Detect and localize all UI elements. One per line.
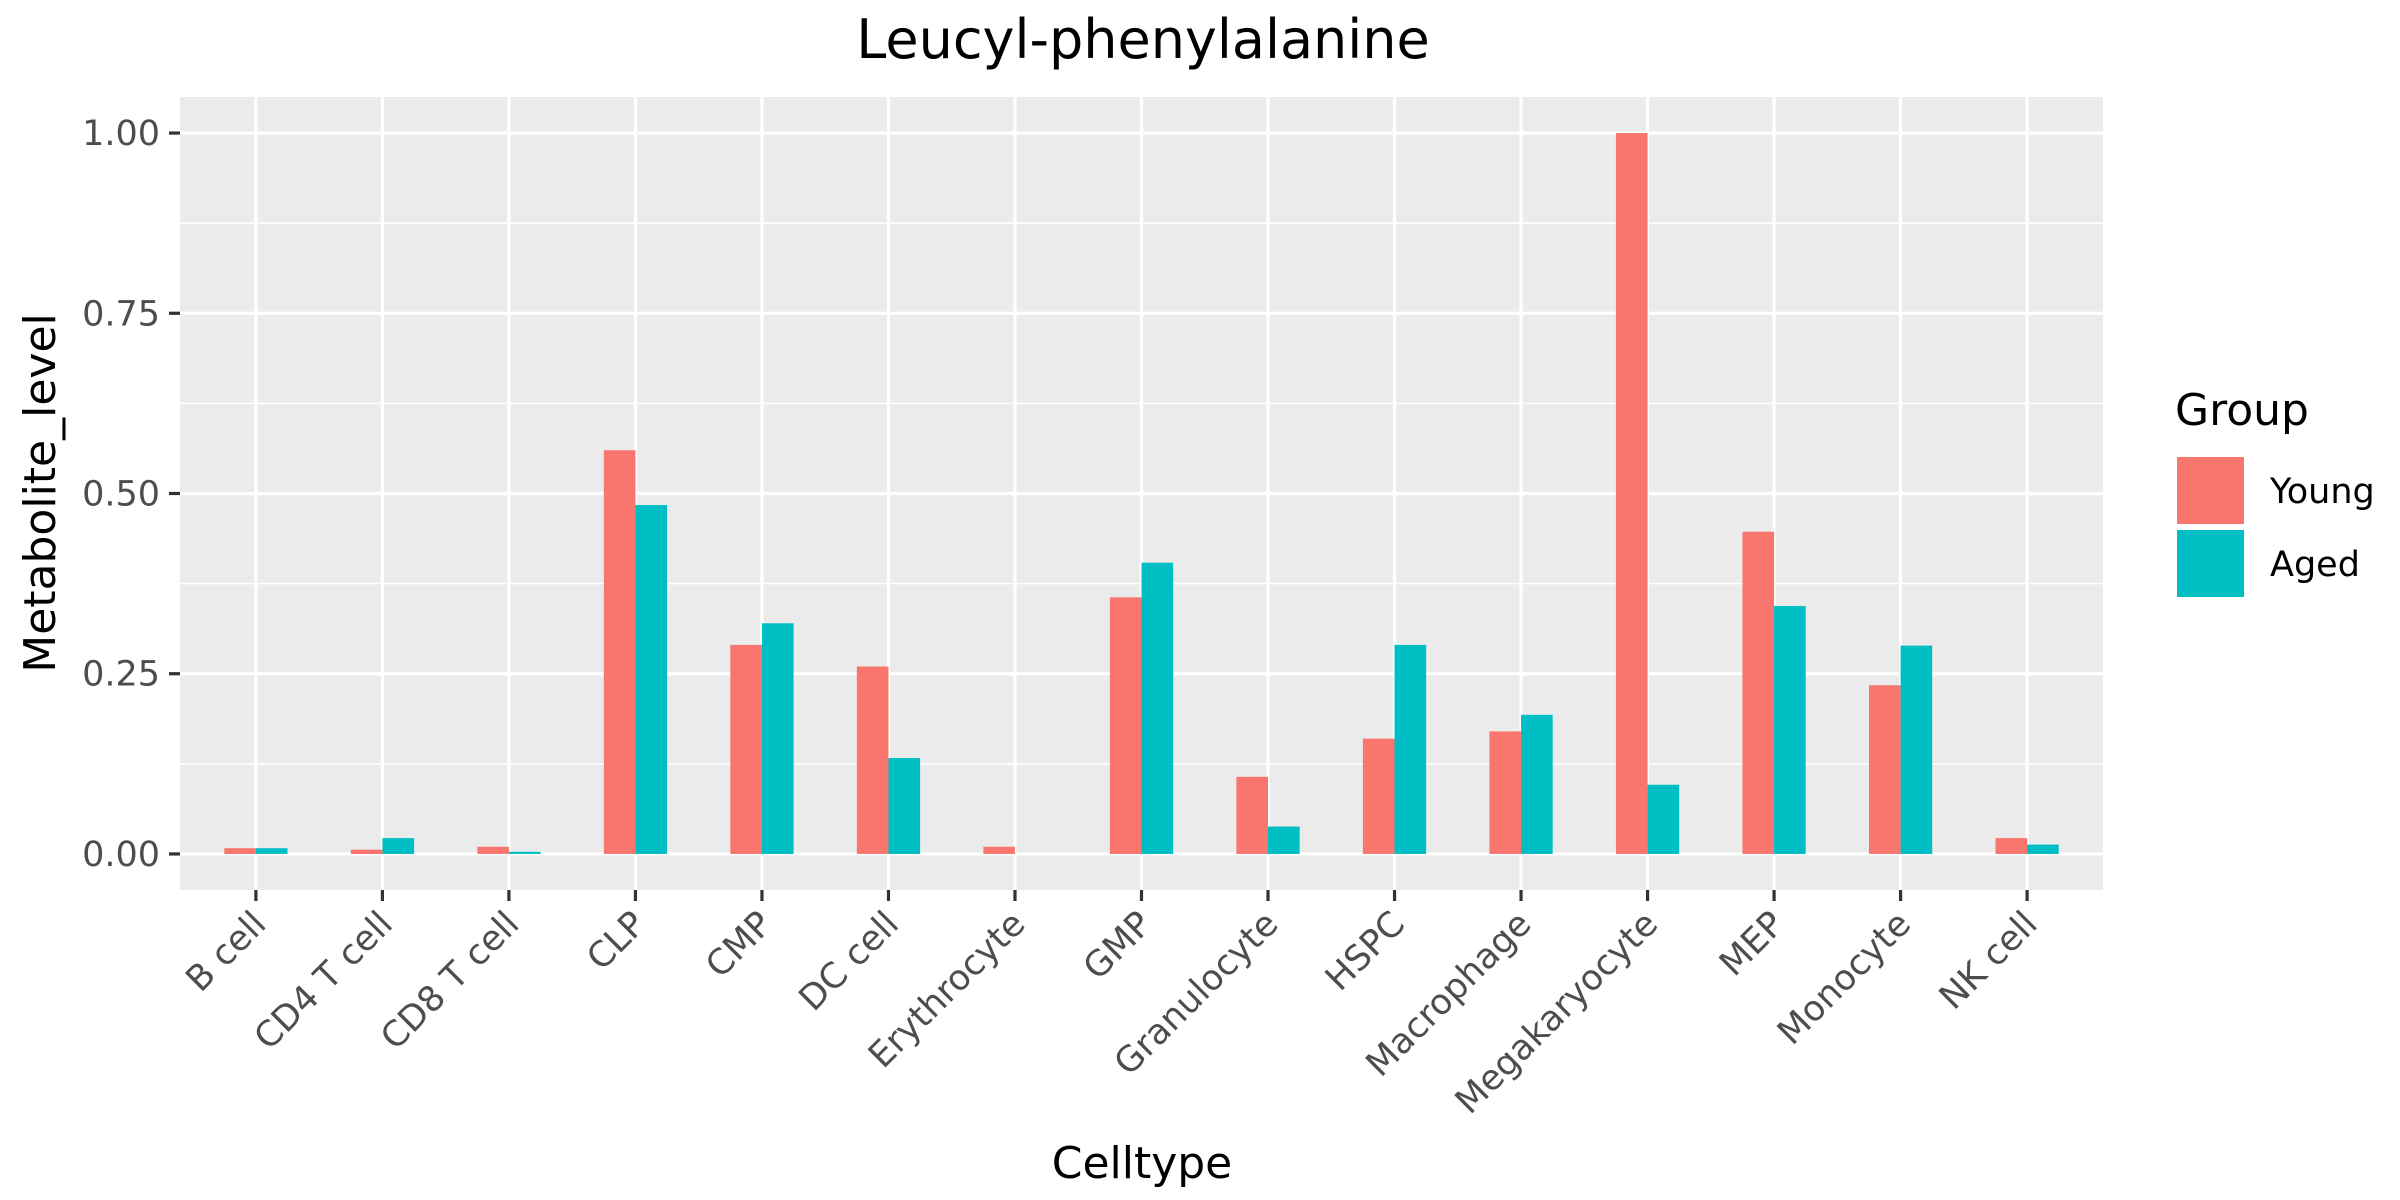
legend-label-aged: Aged <box>2270 545 2360 585</box>
bar-aged-b-cell <box>255 848 288 854</box>
bar-aged-hspc <box>1394 644 1427 854</box>
bar-young-megakaryocyte <box>1615 133 1648 854</box>
legend-swatch-aged <box>2177 530 2244 597</box>
y-tick-label: 0.25 <box>82 655 160 695</box>
bar-aged-macrophage <box>1521 714 1553 854</box>
y-tick-label: 0.00 <box>82 835 160 875</box>
bar-aged-cmp <box>761 623 794 854</box>
bar-young-cd4-t-cell <box>350 849 383 854</box>
y-tick-label: 1.00 <box>82 114 160 154</box>
bar-young-macrophage <box>1489 731 1522 854</box>
bar-young-cmp <box>730 644 762 854</box>
bar-aged-gmp <box>1141 562 1174 854</box>
bar-aged-cd8-t-cell <box>508 851 541 854</box>
x-tick-label: NK cell <box>1932 904 2045 1017</box>
x-tick-label: CMP <box>698 904 780 986</box>
bar-young-monocyte <box>1868 685 1901 854</box>
bar-aged-dc-cell <box>888 758 921 854</box>
x-axis-title: Celltype <box>1052 1138 1233 1189</box>
y-tick-label: 0.75 <box>82 294 160 334</box>
bar-young-granulocyte <box>1236 776 1269 854</box>
bar-young-cd8-t-cell <box>477 846 509 854</box>
bar-aged-granulocyte <box>1268 826 1300 854</box>
bar-aged-monocyte <box>1900 645 1933 854</box>
chart-title: Leucyl-phenylalanine <box>856 8 1430 71</box>
legend-swatch-young <box>2177 457 2244 524</box>
bar-young-erythrocyte <box>983 846 1015 854</box>
bar-young-hspc <box>1362 738 1395 854</box>
x-tick-label: MEP <box>1712 904 1792 984</box>
y-tick-label: 0.50 <box>82 475 160 515</box>
bar-aged-nk-cell <box>2027 844 2059 854</box>
bar-aged-cd4-t-cell <box>382 838 415 854</box>
bar-young-dc-cell <box>856 666 889 854</box>
x-tick-label: DC cell <box>792 904 907 1019</box>
bars <box>224 133 2059 854</box>
x-tick-label: CLP <box>580 904 654 978</box>
x-tick-label: Monocyte <box>1770 904 1919 1053</box>
bar-young-gmp <box>1109 597 1142 854</box>
legend-label-young: Young <box>2269 472 2375 512</box>
bar-aged-clp <box>635 505 668 854</box>
y-axis-title: Metabolite_level <box>15 313 66 673</box>
x-tick-label: GMP <box>1076 904 1160 988</box>
bar-young-mep <box>1742 531 1775 854</box>
y-axis: 0.00 0.25 0.50 0.75 1.00 <box>82 114 180 875</box>
bar-young-nk-cell <box>1995 838 2028 854</box>
x-tick-label: CD8 T cell <box>373 904 527 1058</box>
x-tick-label: B cell <box>179 904 275 1000</box>
x-tick-label: HSPC <box>1318 904 1413 999</box>
legend: Group Young Aged <box>2175 385 2375 597</box>
plot-panel <box>180 97 2103 890</box>
bar-aged-mep <box>1774 605 1806 854</box>
bar-young-b-cell <box>224 848 256 854</box>
legend-title: Group <box>2175 385 2309 436</box>
bar-aged-megakaryocyte <box>1647 784 1680 854</box>
bar-young-clp <box>603 450 636 854</box>
